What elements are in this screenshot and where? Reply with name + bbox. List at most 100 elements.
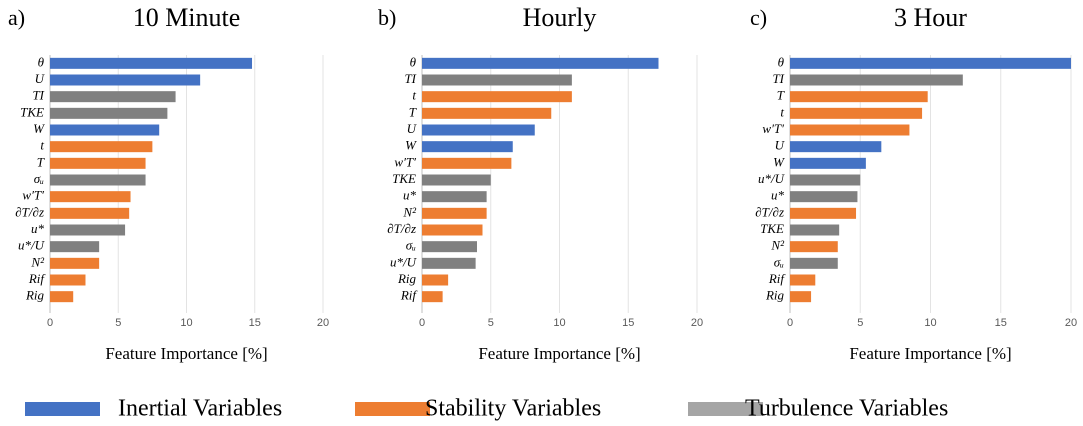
panel-label: b)	[378, 5, 396, 30]
bar: Stability Variables	[50, 274, 86, 286]
bar: Turbulence Variables	[50, 91, 176, 103]
bar: Inertial Variables	[422, 124, 535, 136]
bar: Turbulence Variables	[50, 224, 126, 236]
y-tick-label: N²	[770, 238, 785, 253]
bar: Stability Variables	[50, 157, 146, 169]
y-tick-label: u*/U	[18, 238, 46, 253]
bar: Turbulence Variables	[422, 241, 477, 253]
y-tick-label: T	[777, 88, 785, 103]
y-tick-label: u*	[771, 188, 785, 203]
bar: Turbulence Variables	[422, 191, 487, 203]
y-tick-label: W	[405, 138, 417, 153]
bar: Turbulence Variables	[422, 174, 491, 186]
bar: Stability Variables	[790, 241, 838, 253]
y-tick-label: Rig	[25, 288, 45, 303]
legend-swatch	[25, 402, 100, 416]
y-tick-label: σᵤ	[406, 238, 416, 253]
y-tick-label: w′T′	[22, 188, 44, 203]
bar: Inertial Variables	[50, 124, 160, 136]
y-tick-label: TI	[32, 88, 44, 103]
x-tick-label: 10	[180, 317, 192, 329]
bar: Inertial Variables	[50, 74, 201, 86]
bar: Stability Variables	[50, 191, 131, 203]
bar: Inertial Variables	[790, 57, 1071, 69]
x-tick-label: 10	[553, 317, 565, 329]
bar: Stability Variables	[50, 291, 74, 303]
x-tick-label: 5	[488, 317, 494, 329]
x-axis-label: Feature Importance [%]	[478, 344, 640, 363]
x-tick-label: 0	[419, 317, 425, 329]
y-tick-label: W	[33, 121, 45, 136]
y-tick-label: σᵤ	[774, 254, 784, 269]
x-tick-label: 5	[857, 317, 863, 329]
bar: Stability Variables	[422, 207, 487, 219]
y-tick-label: W	[773, 154, 785, 169]
bar: Turbulence Variables	[790, 74, 963, 86]
y-tick-label: TI	[772, 71, 784, 86]
bar: Inertial Variables	[790, 141, 882, 153]
bar: Inertial Variables	[422, 141, 513, 153]
y-tick-label: U	[35, 71, 46, 86]
y-tick-label: ∂T/∂z	[387, 221, 416, 236]
y-tick-label: T	[409, 104, 417, 119]
x-tick-label: 20	[317, 317, 329, 329]
y-tick-label: t	[780, 104, 784, 119]
bar: Turbulence Variables	[50, 241, 100, 253]
y-tick-label: TKE	[392, 171, 416, 186]
y-tick-label: Rif	[28, 271, 47, 286]
y-tick-label: u*/U	[758, 171, 786, 186]
y-tick-label: u*/U	[390, 254, 418, 269]
x-tick-label: 5	[115, 317, 121, 329]
y-tick-label: ∂T/∂z	[755, 204, 784, 219]
y-tick-label: ∂T/∂z	[15, 204, 44, 219]
bar: Stability Variables	[422, 274, 449, 286]
y-tick-label: u*	[403, 188, 417, 203]
x-tick-label: 10	[924, 317, 936, 329]
y-tick-label: N²	[30, 254, 45, 269]
y-tick-label: θ	[38, 54, 45, 69]
x-tick-label: 15	[995, 317, 1007, 329]
bar: Stability Variables	[422, 291, 443, 303]
y-tick-label: U	[407, 121, 418, 136]
y-tick-label: TKE	[20, 104, 44, 119]
y-tick-label: Rig	[397, 271, 417, 286]
x-axis-label: Feature Importance [%]	[849, 344, 1011, 363]
bar: Stability Variables	[790, 274, 816, 286]
y-tick-label: TKE	[760, 221, 784, 236]
x-tick-label: 20	[1065, 317, 1077, 329]
y-tick-label: θ	[410, 54, 417, 69]
y-tick-label: σᵤ	[34, 171, 44, 186]
x-tick-label: 20	[691, 317, 703, 329]
chart-title: 3 Hour	[894, 3, 967, 32]
bar: Stability Variables	[422, 224, 483, 236]
bar: Stability Variables	[422, 107, 552, 119]
bar: Stability Variables	[790, 107, 923, 119]
y-tick-label: N²	[402, 204, 417, 219]
bar: Turbulence Variables	[790, 191, 858, 203]
bar: Turbulence Variables	[790, 257, 838, 269]
y-tick-label: w′T′	[762, 121, 784, 136]
y-tick-label: Rif	[400, 288, 419, 303]
bar: Turbulence Variables	[50, 107, 168, 119]
y-tick-label: TI	[404, 71, 416, 86]
bar: Inertial Variables	[422, 57, 659, 69]
panel-label: c)	[750, 5, 767, 30]
y-tick-label: t	[40, 138, 44, 153]
bar: Inertial Variables	[790, 157, 866, 169]
bar: Turbulence Variables	[422, 74, 572, 86]
y-tick-label: θ	[778, 54, 785, 69]
y-tick-label: u*	[31, 221, 45, 236]
x-axis-label: Feature Importance [%]	[105, 344, 267, 363]
panel-label: a)	[8, 5, 25, 30]
y-tick-label: T	[37, 154, 45, 169]
bar: Stability Variables	[50, 257, 100, 269]
bar: Stability Variables	[790, 207, 857, 219]
legend-swatch	[355, 402, 430, 416]
bar: Turbulence Variables	[790, 174, 861, 186]
legend-swatch	[688, 402, 763, 416]
bar: Stability Variables	[790, 291, 812, 303]
x-tick-label: 15	[622, 317, 634, 329]
legend-label: Inertial Variables	[118, 396, 282, 422]
x-tick-label: 0	[787, 317, 793, 329]
